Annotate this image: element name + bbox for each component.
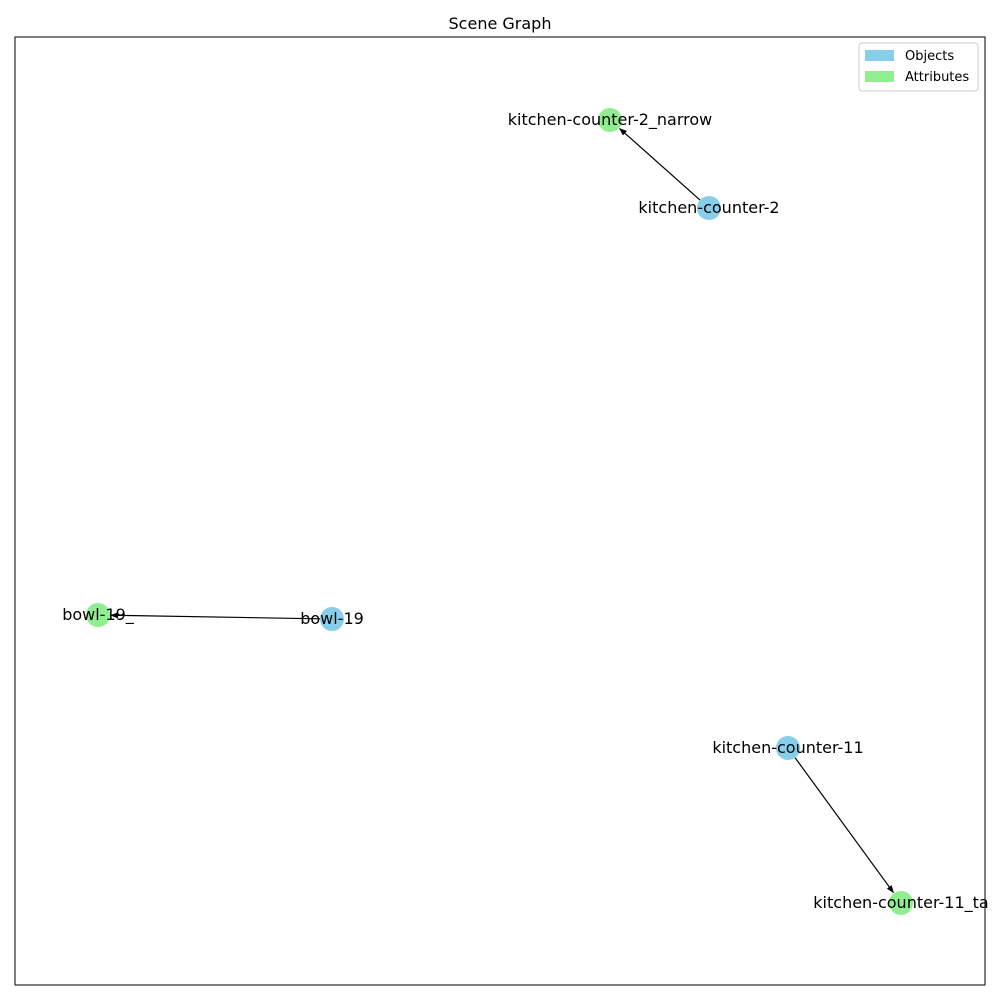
node-label-kitchen-counter-11: kitchen-counter-11 [712, 738, 863, 757]
edges-layer [109, 127, 894, 894]
node-kitchen-counter-11 [776, 736, 800, 760]
node-label-kitchen-counter-2: kitchen-counter-2 [638, 198, 779, 217]
node-label-kitchen-counter-11_ta: kitchen-counter-11_ta [813, 893, 988, 913]
labels-layer: kitchen-counter-2 kitchen-counter-2_narro… [62, 110, 989, 913]
node-bowl-19_ [86, 603, 110, 627]
node-kitchen-counter-2_narrow [598, 108, 622, 132]
node-kitchen-counter-11_ta [889, 891, 913, 915]
node-label-kitchen-counter-2_narrow: kitchen-counter-2_narrow [508, 110, 713, 130]
node-label-bowl-19: bowl-19 [300, 609, 364, 628]
node-label-bowl-19_: bowl-19_ [62, 605, 135, 625]
legend-swatch-objects [865, 50, 894, 61]
nodes-layer [86, 108, 913, 915]
plot-frame [14, 36, 986, 986]
diagram-title: Scene Graph [449, 14, 552, 33]
edge-kitchen-counter-11-to-kitchen-counter-11_ta [794, 757, 894, 894]
legend-label-objects: Objects [905, 49, 954, 64]
edge-bowl-19-to-bowl-19_ [109, 612, 321, 620]
legend-swatch-attributes [865, 71, 894, 82]
edge-kitchen-counter-2-to-kitchen-counter-2_narrow [618, 127, 701, 201]
legend-label-attributes: Attributes [905, 70, 969, 85]
legend: Objects Attributes [858, 42, 979, 92]
node-bowl-19 [320, 607, 344, 631]
node-kitchen-counter-2 [697, 196, 721, 220]
